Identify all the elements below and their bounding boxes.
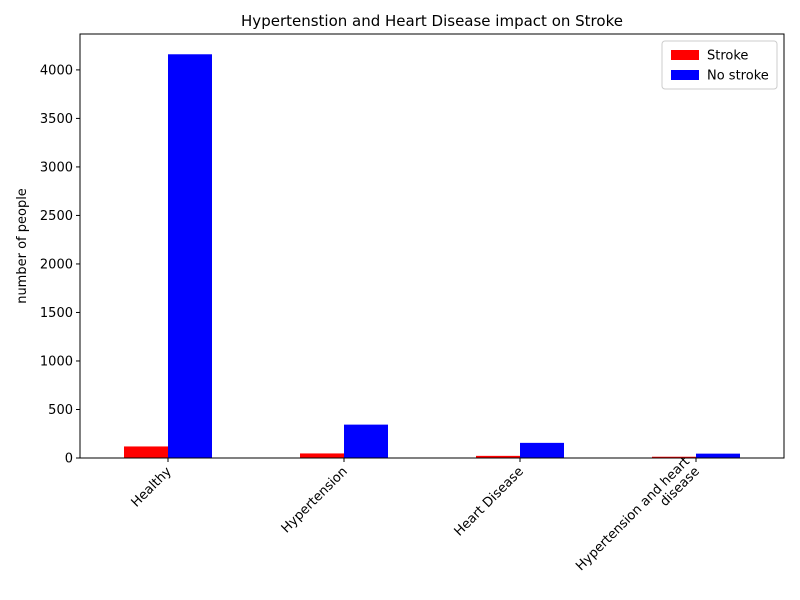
bar-no-stroke-1: [344, 424, 388, 458]
x-axis-ticks: Healthy Hypertension Heart Disease Hyperten…: [129, 454, 703, 584]
bar-no-stroke-2: [520, 442, 564, 458]
bar-stroke-1: [300, 453, 344, 458]
bar-stroke-2: [476, 455, 520, 458]
bar-stroke-0: [124, 446, 168, 458]
legend-swatch-stroke: [671, 50, 699, 60]
x-tick-label-1: Hypertension: [279, 464, 351, 536]
legend-swatch-no-stroke: [671, 70, 699, 80]
bars-group: [124, 54, 740, 458]
x-tick-label-3: Hypertension and heartdisease: [573, 454, 703, 584]
bar-no-stroke-3: [696, 453, 740, 458]
y-tick-label-7: 3500: [40, 112, 73, 127]
plot-frame: [79, 33, 785, 459]
y-tick-label-6: 3000: [40, 160, 73, 175]
x-tick-label-2: Heart Disease: [452, 464, 527, 539]
y-tick-label-8: 4000: [40, 63, 73, 78]
y-tick-label-4: 2000: [40, 257, 73, 272]
y-tick-label-0: 0: [65, 452, 73, 467]
y-tick-label-2: 1000: [40, 354, 73, 369]
y-tick-label-5: 2500: [40, 209, 73, 224]
legend: Stroke No stroke: [661, 40, 778, 90]
y-axis-ticks: 0 500 1000 1500 2000 2500 3000 3500 4000: [40, 63, 80, 467]
y-tick-label-1: 500: [48, 403, 73, 418]
legend-label-stroke: Stroke: [707, 49, 748, 64]
bar-no-stroke-0: [168, 54, 212, 458]
x-tick-label-0: Healthy: [129, 464, 175, 510]
legend-label-no-stroke: No stroke: [707, 69, 769, 84]
bar-stroke-3: [652, 456, 696, 458]
y-tick-label-3: 1500: [40, 306, 73, 321]
y-axis-label: number of people: [15, 188, 30, 304]
chart-title: Hypertenstion and Heart Disease impact o…: [241, 12, 623, 30]
